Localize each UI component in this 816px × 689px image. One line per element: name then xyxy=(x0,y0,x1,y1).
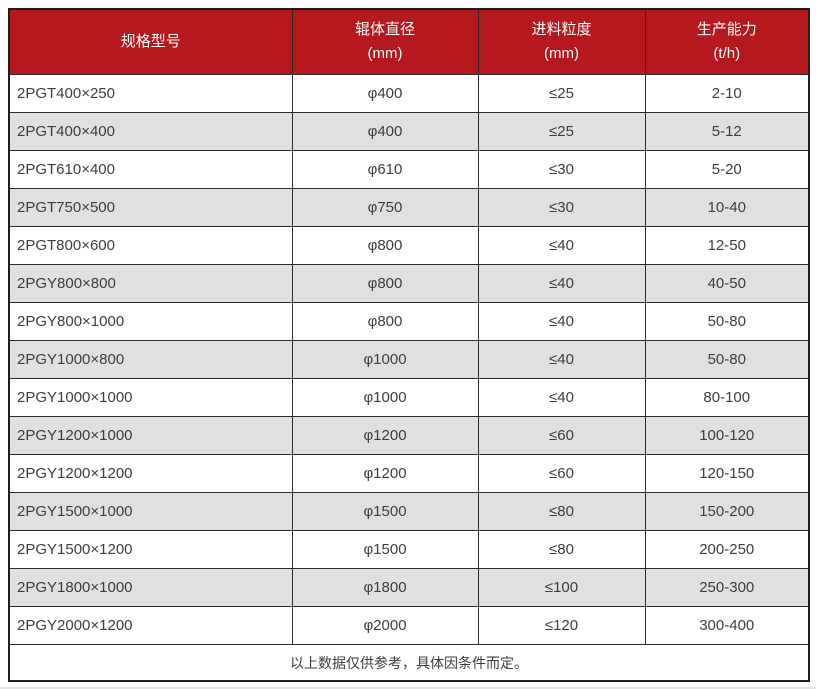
model-cell: 2PGY1500×1000 xyxy=(8,492,293,531)
capacity-cell: 40-50 xyxy=(644,264,810,303)
model-cell: 2PGT800×600 xyxy=(8,226,293,265)
model-cell: 2PGT400×400 xyxy=(8,112,293,151)
roller-diameter-cell: φ2000 xyxy=(291,606,479,645)
feed-size-cell: ≤60 xyxy=(477,416,646,455)
feed-size-cell: ≤40 xyxy=(477,340,646,379)
spec-table-body: 2PGT400×250 φ400 ≤25 2-10 2PGT400×400 φ400 ≤25… xyxy=(8,74,810,645)
roller-diameter-cell: φ1500 xyxy=(291,492,479,531)
roller-diameter-cell: φ1000 xyxy=(291,340,479,379)
table-row: 2PGY1000×1000 φ1000 ≤40 80-100 xyxy=(8,378,810,417)
header-feed-size: 进料粒度 (mm) xyxy=(477,8,646,75)
feed-size-cell: ≤80 xyxy=(477,530,646,569)
table-row: 2PGY1500×1000 φ1500 ≤80 150-200 xyxy=(8,492,810,531)
roller-diameter-cell: φ1800 xyxy=(291,568,479,607)
table-row: 2PGY800×800 φ800 ≤40 40-50 xyxy=(8,264,810,303)
header-capacity: 生产能力 (t/h) xyxy=(644,8,810,75)
table-row: 2PGY1200×1000 φ1200 ≤60 100-120 xyxy=(8,416,810,455)
feed-size-cell: ≤100 xyxy=(477,568,646,607)
roller-diameter-cell: φ800 xyxy=(291,226,479,265)
model-cell: 2PGY800×800 xyxy=(8,264,293,303)
capacity-cell: 300-400 xyxy=(644,606,810,645)
table-row: 2PGY800×1000 φ800 ≤40 50-80 xyxy=(8,302,810,341)
header-feed-size-unit: (mm) xyxy=(544,45,579,62)
table-row: 2PGT610×400 φ610 ≤30 5-20 xyxy=(8,150,810,189)
spec-table: 规格型号 辊体直径 (mm) 进料粒度 (mm) 生产能力 (t/h) 2PGT… xyxy=(8,8,810,682)
model-cell: 2PGY800×1000 xyxy=(8,302,293,341)
feed-size-cell: ≤60 xyxy=(477,454,646,493)
model-cell: 2PGY1800×1000 xyxy=(8,568,293,607)
feed-size-cell: ≤40 xyxy=(477,226,646,265)
roller-diameter-cell: φ1000 xyxy=(291,378,479,417)
feed-size-cell: ≤120 xyxy=(477,606,646,645)
capacity-cell: 50-80 xyxy=(644,302,810,341)
model-cell: 2PGT400×250 xyxy=(8,74,293,113)
capacity-cell: 120-150 xyxy=(644,454,810,493)
footer-note: 以上数据仅供参考，具体因条件而定。 xyxy=(8,644,810,682)
spec-table-footer: 以上数据仅供参考，具体因条件而定。 xyxy=(8,644,810,682)
capacity-cell: 50-80 xyxy=(644,340,810,379)
feed-size-cell: ≤80 xyxy=(477,492,646,531)
capacity-cell: 250-300 xyxy=(644,568,810,607)
table-row: 2PGY1000×800 φ1000 ≤40 50-80 xyxy=(8,340,810,379)
model-cell: 2PGY1000×1000 xyxy=(8,378,293,417)
header-roller-diameter-unit: (mm) xyxy=(367,45,403,62)
capacity-cell: 5-12 xyxy=(644,112,810,151)
table-row: 2PGY1800×1000 φ1800 ≤100 250-300 xyxy=(8,568,810,607)
roller-diameter-cell: φ1200 xyxy=(291,454,479,493)
model-cell: 2PGT610×400 xyxy=(8,150,293,189)
roller-diameter-cell: φ800 xyxy=(291,264,479,303)
model-cell: 2PGY1500×1200 xyxy=(8,530,293,569)
header-model-label: 规格型号 xyxy=(120,33,181,50)
capacity-cell: 200-250 xyxy=(644,530,810,569)
model-cell: 2PGY1200×1000 xyxy=(8,416,293,455)
header-row: 规格型号 辊体直径 (mm) 进料粒度 (mm) 生产能力 (t/h) xyxy=(8,8,810,75)
capacity-cell: 2-10 xyxy=(644,74,810,113)
roller-diameter-cell: φ800 xyxy=(291,302,479,341)
roller-diameter-cell: φ400 xyxy=(291,74,479,113)
header-roller-diameter-label: 辊体直径 xyxy=(354,21,415,38)
feed-size-cell: ≤25 xyxy=(477,74,646,113)
spec-table-header: 规格型号 辊体直径 (mm) 进料粒度 (mm) 生产能力 (t/h) xyxy=(8,8,810,75)
table-row: 2PGY2000×1200 φ2000 ≤120 300-400 xyxy=(8,606,810,645)
page-bottom-edge xyxy=(0,687,816,689)
model-cell: 2PGY1200×1200 xyxy=(8,454,293,493)
model-cell: 2PGY2000×1200 xyxy=(8,606,293,645)
capacity-cell: 80-100 xyxy=(644,378,810,417)
table-row: 2PGY1200×1200 φ1200 ≤60 120-150 xyxy=(8,454,810,493)
table-row: 2PGT750×500 φ750 ≤30 10-40 xyxy=(8,188,810,227)
feed-size-cell: ≤40 xyxy=(477,302,646,341)
model-cell: 2PGT750×500 xyxy=(8,188,293,227)
header-capacity-unit: (t/h) xyxy=(713,45,741,62)
header-feed-size-label: 进料粒度 xyxy=(531,21,592,38)
table-row: 2PGT400×400 φ400 ≤25 5-12 xyxy=(8,112,810,151)
table-row: 2PGT800×600 φ800 ≤40 12-50 xyxy=(8,226,810,265)
capacity-cell: 100-120 xyxy=(644,416,810,455)
capacity-cell: 5-20 xyxy=(644,150,810,189)
roller-diameter-cell: φ1200 xyxy=(291,416,479,455)
footer-row: 以上数据仅供参考，具体因条件而定。 xyxy=(8,644,810,682)
feed-size-cell: ≤40 xyxy=(477,378,646,417)
feed-size-cell: ≤40 xyxy=(477,264,646,303)
model-cell: 2PGY1000×800 xyxy=(8,340,293,379)
feed-size-cell: ≤30 xyxy=(477,188,646,227)
table-row: 2PGT400×250 φ400 ≤25 2-10 xyxy=(8,74,810,113)
header-roller-diameter: 辊体直径 (mm) xyxy=(291,8,479,75)
capacity-cell: 150-200 xyxy=(644,492,810,531)
feed-size-cell: ≤25 xyxy=(477,112,646,151)
header-capacity-label: 生产能力 xyxy=(696,21,757,38)
roller-diameter-cell: φ750 xyxy=(291,188,479,227)
feed-size-cell: ≤30 xyxy=(477,150,646,189)
table-row: 2PGY1500×1200 φ1500 ≤80 200-250 xyxy=(8,530,810,569)
roller-diameter-cell: φ1500 xyxy=(291,530,479,569)
header-model: 规格型号 xyxy=(8,8,293,75)
capacity-cell: 10-40 xyxy=(644,188,810,227)
roller-diameter-cell: φ400 xyxy=(291,112,479,151)
capacity-cell: 12-50 xyxy=(644,226,810,265)
roller-diameter-cell: φ610 xyxy=(291,150,479,189)
